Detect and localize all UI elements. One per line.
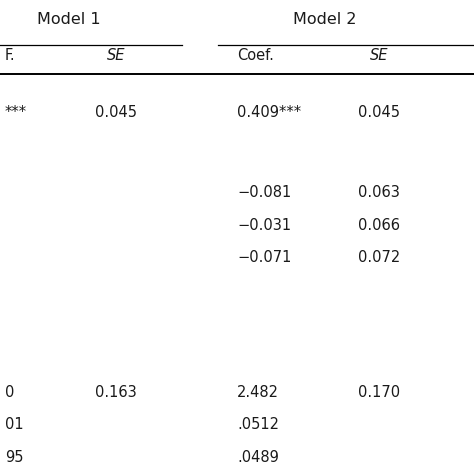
Text: 95: 95 <box>5 450 23 465</box>
Text: Coef.: Coef. <box>237 48 274 63</box>
Text: −0.031: −0.031 <box>237 218 291 233</box>
Text: 0: 0 <box>5 385 14 400</box>
Text: 01: 01 <box>5 418 23 432</box>
Text: −0.071: −0.071 <box>237 250 292 265</box>
Text: .0512: .0512 <box>237 418 279 432</box>
Text: 0.170: 0.170 <box>358 385 400 400</box>
Text: SE: SE <box>107 48 126 63</box>
Text: SE: SE <box>370 48 389 63</box>
Text: 2.482: 2.482 <box>237 385 279 400</box>
Text: Model 1: Model 1 <box>37 12 100 27</box>
Text: 0.066: 0.066 <box>358 218 400 233</box>
Text: 0.045: 0.045 <box>95 105 137 120</box>
Text: .0489: .0489 <box>237 450 279 465</box>
Text: 0.409***: 0.409*** <box>237 105 301 120</box>
Text: 0.163: 0.163 <box>95 385 137 400</box>
Text: 0.072: 0.072 <box>358 250 401 265</box>
Text: Model 2: Model 2 <box>293 12 356 27</box>
Text: 0.045: 0.045 <box>358 105 400 120</box>
Text: ***: *** <box>5 105 27 120</box>
Text: F.: F. <box>5 48 15 63</box>
Text: −0.081: −0.081 <box>237 185 291 201</box>
Text: 0.063: 0.063 <box>358 185 400 201</box>
